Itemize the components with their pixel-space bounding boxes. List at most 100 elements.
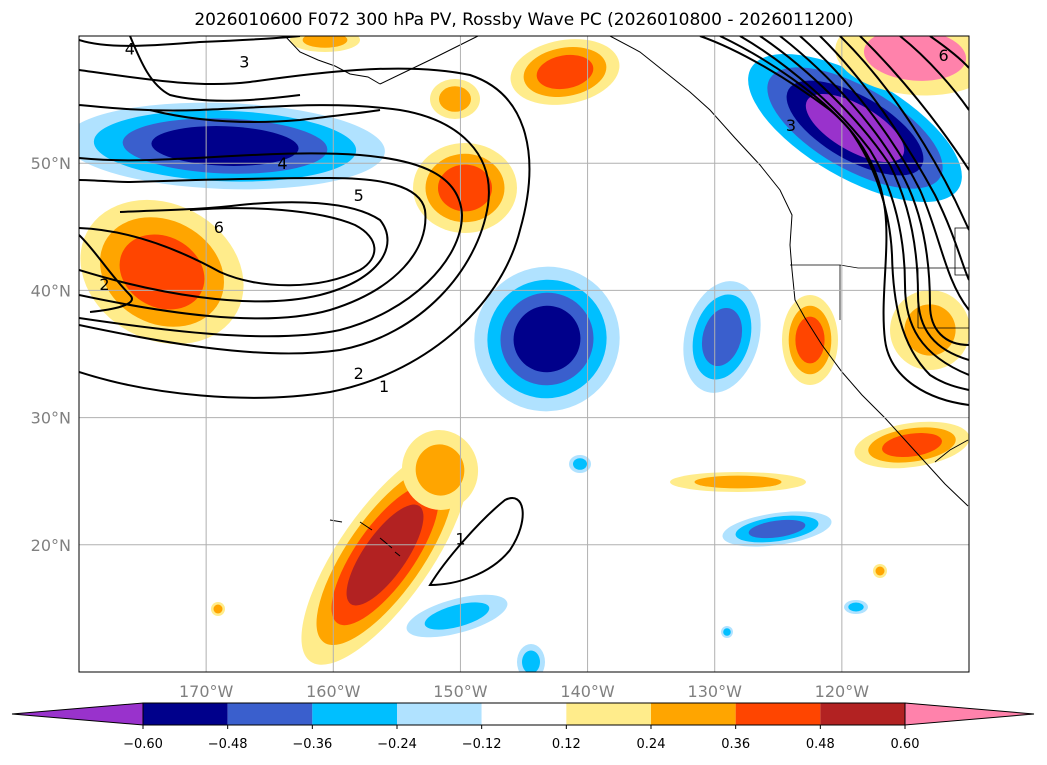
pv-contour-line <box>719 36 969 391</box>
colorbar-tick-label: 0.36 <box>721 737 750 752</box>
colorbar-tick-label: −0.12 <box>462 737 502 752</box>
pv-contour-line <box>79 104 490 355</box>
state-border <box>790 264 969 269</box>
pv-contour-line <box>819 36 969 281</box>
colorbar-segment <box>566 703 651 725</box>
pv-contour-label: 3 <box>239 52 249 71</box>
colorbar-tick-label: −0.36 <box>292 737 332 752</box>
pv-shade-region <box>151 126 299 166</box>
coastline <box>359 521 373 531</box>
colorbar-segment <box>143 703 228 725</box>
pv-contours <box>79 36 969 587</box>
map-frame <box>78 35 970 673</box>
colorbar: −0.60 −0.48 −0.36 −0.24 −0.12 0.12 0.24 0.36 0.4… <box>11 702 1035 752</box>
lat-tick-label: 30°N <box>31 409 71 428</box>
coastline <box>379 36 479 85</box>
lat-tick-label: 20°N <box>31 536 71 555</box>
pv-contour-label: 4 <box>277 154 287 173</box>
pv-contour-line <box>79 201 389 303</box>
state-border <box>954 227 969 276</box>
pv-contour-line <box>129 36 301 102</box>
pv-shade-region <box>723 628 731 636</box>
colorbar-tick-label: 0.24 <box>637 737 666 752</box>
pv-contour-line <box>839 36 969 231</box>
pv-shade-region <box>795 316 825 364</box>
coastline <box>284 36 381 85</box>
colorbar-tick-label: −0.60 <box>123 737 163 752</box>
pv-contour-line <box>149 109 381 123</box>
colorbar-tick-label: −0.48 <box>208 737 248 752</box>
pv-contour-line <box>79 152 464 338</box>
pv-shade-region <box>848 602 864 612</box>
colorbar-tick-label: 0.60 <box>891 737 920 752</box>
pv-contour-label: 6 <box>214 218 224 237</box>
pv-contour-label: 6 <box>938 46 948 65</box>
pv-shade-region <box>748 519 806 539</box>
colorbar-segment <box>227 703 313 725</box>
colorbar-tick-label: −0.24 <box>377 737 417 752</box>
pv-contour-label: 2 <box>354 364 364 383</box>
pv-shade-region <box>346 504 424 606</box>
pv-contour-line <box>899 36 969 111</box>
pv-contour-label: 5 <box>354 186 364 205</box>
colorbar-segment <box>820 703 905 725</box>
pv-shade-region <box>424 602 490 630</box>
coastlines <box>284 36 969 557</box>
coastline <box>379 537 393 549</box>
pv-contour-line <box>859 36 969 171</box>
pv-shade-region <box>213 604 223 614</box>
lon-tick-label: 140°W <box>560 682 615 701</box>
pv-shade-region <box>694 475 782 489</box>
coastline <box>329 519 343 523</box>
lat-tick-label: 50°N <box>31 154 71 173</box>
colorbar-frame <box>142 702 906 726</box>
pv-contour-label: 2 <box>99 275 109 294</box>
latitude-labels: 20°N 30°N 40°N 50°N <box>31 154 71 555</box>
colorbar-segment <box>312 703 397 725</box>
pv-contour-line <box>759 36 969 361</box>
lat-tick-label: 40°N <box>31 281 71 300</box>
colorbar-extend-max <box>904 702 1035 726</box>
pv-shade-region <box>882 432 942 458</box>
longitude-labels: 170°W 160°W 150°W 140°W 130°W 120°W <box>179 682 869 701</box>
lon-tick-label: 160°W <box>306 682 361 701</box>
pv-contour-line <box>79 36 301 47</box>
pv-shade-region <box>513 305 581 373</box>
lon-tick-label: 170°W <box>179 682 234 701</box>
pv-shade-region <box>573 458 587 470</box>
pv-shade-region <box>875 566 885 576</box>
colorbar-segment <box>397 703 482 725</box>
pv-contour-line <box>739 36 969 376</box>
lon-tick-label: 130°W <box>688 682 743 701</box>
pv-contour-line <box>929 36 969 69</box>
lon-tick-label: 150°W <box>433 682 488 701</box>
lon-tick-label: 120°W <box>815 682 870 701</box>
pv-shade-region <box>904 304 956 356</box>
pv-contour-label: 4 <box>125 40 135 59</box>
pv-contour-line <box>79 207 376 287</box>
pv-shade-region <box>701 307 743 367</box>
pv-shade-region <box>536 54 594 90</box>
gridlines <box>79 36 969 672</box>
pv-shade-region <box>522 650 540 672</box>
pv-contour-label: 1 <box>379 377 389 396</box>
chart-title: 2026010600 F072 300 hPa PV, Rossby Wave … <box>194 10 853 30</box>
coastline <box>609 36 969 507</box>
pv-shade-region <box>302 36 348 48</box>
pv-contour-line <box>79 67 531 399</box>
coastline <box>934 439 969 463</box>
colorbar-tick-label: 0.12 <box>552 737 581 752</box>
colorbar-extend-min <box>11 702 144 726</box>
pv-contour-label: 3 <box>786 116 796 135</box>
colorbar-segment <box>651 703 736 725</box>
colorbar-tick-label: 0.48 <box>806 737 835 752</box>
pv-contour-line <box>428 497 524 587</box>
pv-contour-line <box>79 234 133 313</box>
pv-contour-line <box>779 36 969 346</box>
pv-shade-region <box>438 164 492 212</box>
pv-shade-region <box>439 86 471 112</box>
colorbar-segment <box>481 703 567 725</box>
